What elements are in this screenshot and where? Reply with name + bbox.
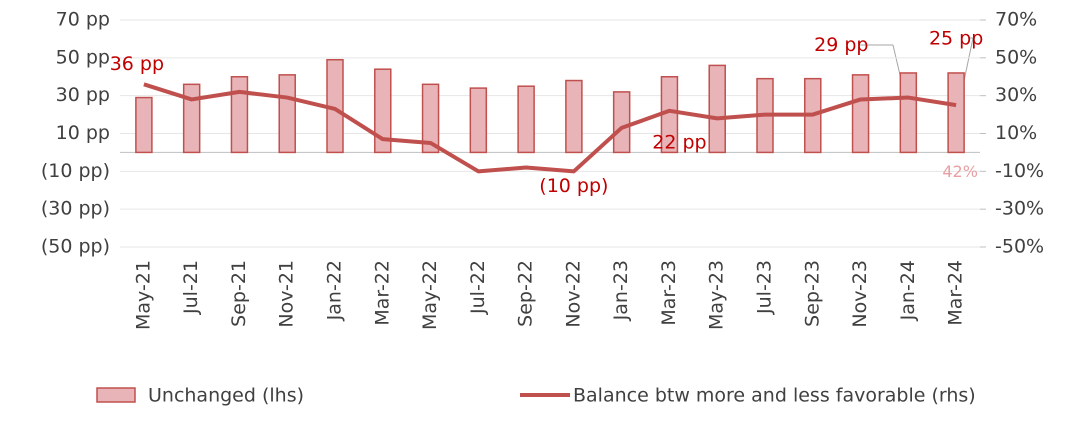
legend-label: Unchanged (lhs) — [148, 385, 304, 407]
y-tick-label: (30 pp) — [41, 198, 110, 220]
bar — [374, 68, 392, 154]
y2-tick-label: 50% — [995, 46, 1037, 68]
y2-tick-label: -10% — [995, 160, 1044, 182]
x-tick-label: Jan-22 — [324, 260, 346, 321]
x-tick-label: Jul-22 — [467, 260, 489, 315]
y2-tick-label: 70% — [995, 9, 1037, 31]
x-tick-label: Jul-21 — [180, 260, 202, 315]
bar — [182, 83, 201, 154]
y2-tick-label: -30% — [995, 198, 1044, 220]
data-label: (10 pp) — [539, 175, 608, 197]
x-tick-label: Jul-23 — [754, 260, 776, 315]
y-tick-label: (50 pp) — [41, 236, 110, 258]
bar — [230, 76, 249, 154]
y2-tick-label: 10% — [995, 122, 1037, 144]
x-tick-label: Sep-22 — [515, 260, 537, 327]
legend-swatch — [96, 387, 136, 403]
data-label: 29 pp — [814, 34, 868, 56]
bar — [469, 87, 488, 154]
bar — [421, 83, 440, 154]
x-tick-label: Mar-22 — [371, 260, 393, 326]
x-tick-label: Sep-21 — [228, 260, 250, 327]
x-tick-label: Nov-23 — [849, 260, 871, 328]
y-tick-label: (10 pp) — [41, 160, 110, 182]
y-tick-label: 70 pp — [56, 9, 110, 31]
x-tick-label: Jan-23 — [610, 260, 632, 321]
y-tick-label: 50 pp — [56, 46, 110, 68]
x-tick-label: May-21 — [132, 260, 154, 330]
x-tick-label: May-23 — [706, 260, 728, 330]
bar — [708, 64, 726, 154]
data-label: 36 pp — [110, 53, 164, 75]
y2-tick-label: -50% — [995, 236, 1044, 258]
bar — [135, 96, 153, 154]
x-tick-label: Mar-23 — [658, 260, 680, 326]
bar — [947, 72, 965, 154]
bar — [851, 74, 870, 154]
x-tick-label: Nov-22 — [562, 260, 584, 328]
x-tick-label: Jan-24 — [897, 260, 919, 321]
line — [143, 82, 957, 174]
x-tick-label: May-22 — [419, 260, 441, 330]
y-tick-label: 10 pp — [56, 122, 110, 144]
y-tick-label: 30 pp — [56, 84, 110, 106]
bar — [899, 72, 918, 154]
bar — [612, 91, 631, 154]
data-label: 25 pp — [929, 28, 983, 50]
y2-tick-label: 30% — [995, 84, 1037, 106]
legend-label: Balance btw more and less favorable (rhs… — [573, 385, 976, 407]
x-tick-label: Mar-24 — [945, 260, 967, 326]
data-label: 42% — [942, 162, 978, 181]
bar — [278, 74, 296, 154]
data-label: 22 pp — [652, 131, 706, 153]
x-tick-label: Sep-23 — [801, 260, 823, 327]
bar — [517, 85, 535, 154]
x-tick-label: Nov-21 — [276, 260, 298, 328]
bar — [565, 79, 583, 154]
